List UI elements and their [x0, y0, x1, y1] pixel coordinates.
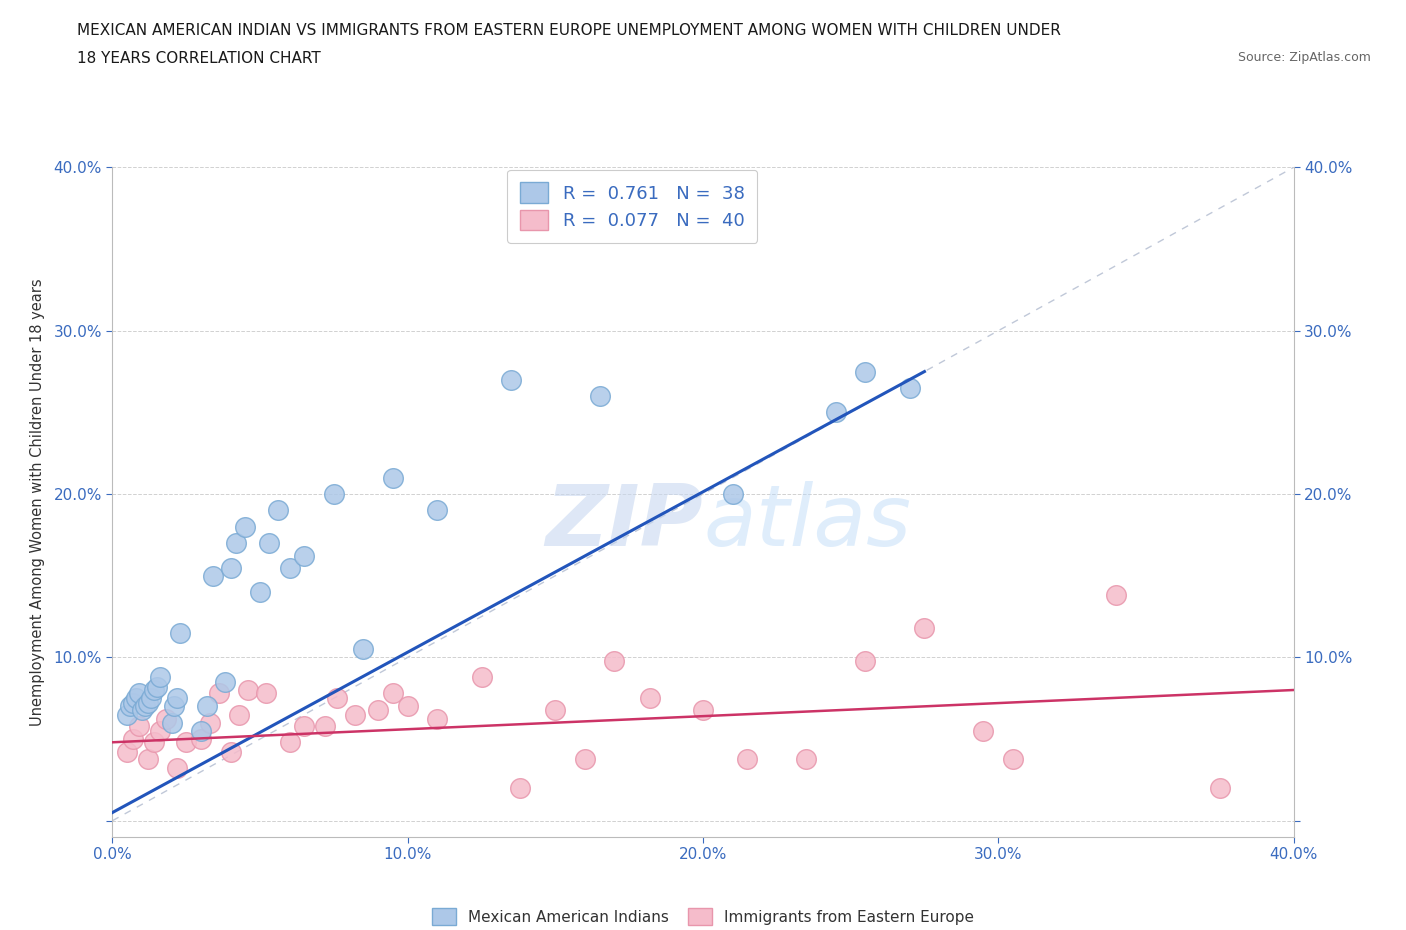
Point	[314, 719, 336, 734]
Point	[163, 699, 186, 714]
Point	[142, 683, 165, 698]
Y-axis label: Unemployment Among Women with Children Under 18 years: Unemployment Among Women with Children U…	[31, 278, 45, 726]
Point	[470, 670, 494, 684]
Point	[737, 751, 759, 766]
Point	[721, 486, 744, 501]
Point	[228, 707, 250, 722]
Point	[146, 679, 169, 694]
Point	[796, 751, 818, 766]
Point	[267, 503, 290, 518]
Point	[195, 699, 218, 714]
Point	[249, 585, 271, 600]
Point	[166, 761, 188, 776]
Point	[426, 503, 449, 518]
Point	[855, 365, 877, 379]
Text: atlas: atlas	[703, 481, 911, 564]
Point	[149, 670, 172, 684]
Point	[142, 735, 165, 750]
Point	[574, 751, 596, 766]
Point	[257, 536, 280, 551]
Point	[233, 519, 256, 534]
Point	[292, 719, 315, 734]
Point	[160, 715, 183, 730]
Point	[588, 389, 610, 404]
Point	[136, 751, 159, 766]
Point	[278, 560, 301, 575]
Point	[225, 536, 247, 551]
Point	[117, 745, 138, 760]
Point	[824, 405, 846, 419]
Point	[396, 699, 419, 714]
Point	[254, 685, 277, 700]
Point	[382, 685, 405, 700]
Point	[219, 560, 242, 575]
Point	[190, 732, 212, 747]
Point	[323, 486, 346, 501]
Point	[1001, 751, 1024, 766]
Text: MEXICAN AMERICAN INDIAN VS IMMIGRANTS FROM EASTERN EUROPE UNEMPLOYMENT AMONG WOM: MEXICAN AMERICAN INDIAN VS IMMIGRANTS FR…	[77, 23, 1062, 38]
Point	[973, 724, 995, 738]
Point	[190, 724, 212, 738]
Point	[155, 712, 177, 727]
Point	[382, 471, 405, 485]
Point	[174, 735, 197, 750]
Point	[169, 625, 191, 640]
Point	[139, 691, 162, 706]
Point	[692, 702, 714, 717]
Text: ZIP: ZIP	[546, 481, 703, 564]
Point	[125, 691, 148, 706]
Point	[122, 732, 145, 747]
Point	[426, 712, 449, 727]
Point	[509, 780, 531, 795]
Point	[219, 745, 242, 760]
Point	[326, 691, 349, 706]
Point	[367, 702, 389, 717]
Text: Source: ZipAtlas.com: Source: ZipAtlas.com	[1237, 51, 1371, 64]
Point	[855, 653, 877, 668]
Legend: Mexican American Indians, Immigrants from Eastern Europe: Mexican American Indians, Immigrants fro…	[426, 901, 980, 930]
Point	[208, 685, 231, 700]
Point	[603, 653, 626, 668]
Point	[1105, 588, 1128, 603]
Point	[122, 696, 145, 711]
Point	[149, 724, 172, 738]
Point	[501, 372, 523, 387]
Point	[131, 702, 153, 717]
Point	[278, 735, 301, 750]
Point	[128, 685, 150, 700]
Point	[292, 549, 315, 564]
Point	[638, 691, 661, 706]
Point	[352, 642, 374, 657]
Point	[136, 696, 159, 711]
Point	[898, 380, 921, 395]
Point	[134, 699, 156, 714]
Point	[117, 707, 138, 722]
Point	[1208, 780, 1232, 795]
Point	[214, 674, 236, 689]
Point	[120, 699, 142, 714]
Point	[238, 683, 260, 698]
Point	[166, 691, 188, 706]
Point	[128, 719, 150, 734]
Point	[544, 702, 567, 717]
Point	[201, 568, 224, 583]
Point	[343, 707, 366, 722]
Point	[914, 620, 936, 635]
Point	[198, 715, 221, 730]
Text: 18 YEARS CORRELATION CHART: 18 YEARS CORRELATION CHART	[77, 51, 321, 66]
